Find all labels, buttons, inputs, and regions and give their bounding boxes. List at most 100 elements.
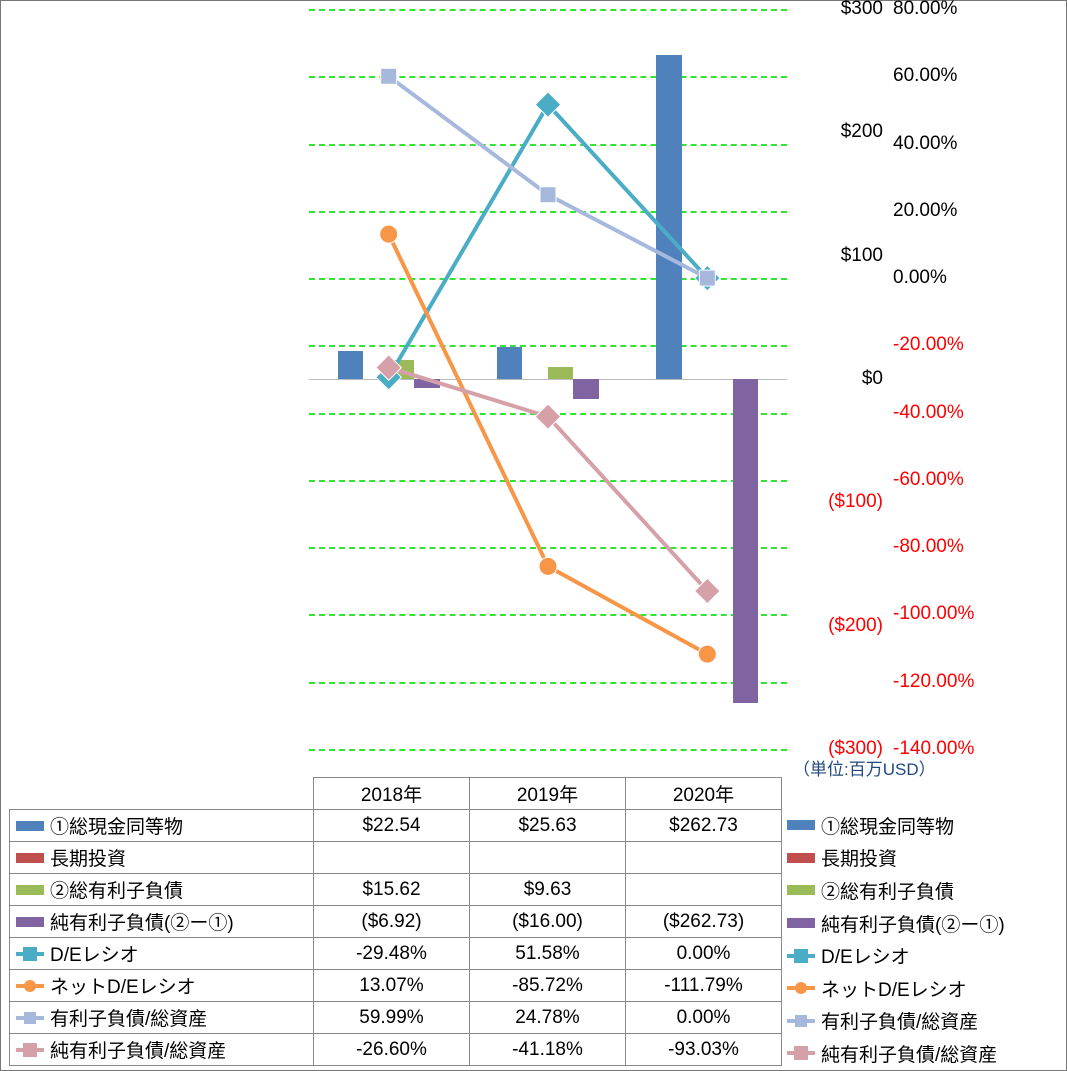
- cell: -29.48%: [314, 938, 470, 970]
- row-header-s3: ②総有利子負債: [10, 874, 314, 906]
- swatch-s5: [16, 952, 44, 956]
- series-label: ②総有利子負債: [50, 876, 183, 903]
- unit-label: （単位:百万USD）: [793, 755, 936, 780]
- series-label: ネットD/Eレシオ: [50, 972, 196, 999]
- table-row: ①総現金同等物$22.54$25.63$262.73: [10, 810, 782, 842]
- swatch-s8: [16, 1048, 44, 1052]
- grid-line: [309, 749, 787, 751]
- plot-area: ($300)($200)($100)$0$100$200$300 -140.00…: [9, 9, 1058, 777]
- cell: 24.78%: [470, 1002, 626, 1034]
- swatch-s8: [787, 1051, 815, 1055]
- cell: $15.62: [314, 874, 470, 906]
- legend-item-s6: ネットD/Eレシオ: [787, 972, 1061, 1005]
- y2-tick: -40.00%: [893, 402, 964, 424]
- legend-label: 純有利子負債(②ー①): [821, 910, 1005, 937]
- y2-tick: 0.00%: [893, 267, 947, 289]
- swatch-s2: [787, 853, 815, 863]
- swatch-s6: [16, 984, 44, 988]
- cell: -26.60%: [314, 1034, 470, 1066]
- swatch-s3: [16, 885, 44, 895]
- row-header-s1: ①総現金同等物: [10, 810, 314, 842]
- y1-tick: ($100): [828, 491, 883, 513]
- y2-tick: 80.00%: [893, 0, 957, 20]
- cell: $25.63: [470, 810, 626, 842]
- legend-label: ①総現金同等物: [821, 812, 954, 839]
- y1-tick: $100: [841, 245, 883, 267]
- cell: 59.99%: [314, 1002, 470, 1034]
- table-row: ネットD/Eレシオ13.07%-85.72%-111.79%: [10, 970, 782, 1002]
- swatch-s2: [16, 853, 44, 863]
- table-row: 長期投資: [10, 842, 782, 874]
- cell: [470, 842, 626, 874]
- series-label: 純有利子負債/総資産: [50, 1036, 226, 1063]
- cell: 51.58%: [470, 938, 626, 970]
- table-row: ②総有利子負債 $15.62$9.63: [10, 874, 782, 906]
- cell: [626, 842, 782, 874]
- legend-item-s2: 長期投資: [787, 842, 1061, 875]
- y1-tick: $200: [841, 121, 883, 143]
- legend-label: 長期投資: [821, 844, 897, 871]
- y2-tick: -20.00%: [893, 334, 964, 356]
- legend-label: 純有利子負債/総資産: [821, 1040, 997, 1067]
- series-label: 長期投資: [50, 844, 126, 871]
- table-row: 純有利子負債/総資産-26.60%-41.18%-93.03%: [10, 1034, 782, 1066]
- row-header-s2: 長期投資: [10, 842, 314, 874]
- table-col-header: 2019年: [470, 778, 626, 810]
- legend-item-s5: D/Eレシオ: [787, 939, 1061, 972]
- legend-item-s4: 純有利子負債(②ー①): [787, 907, 1061, 940]
- swatch-s4: [787, 918, 815, 928]
- cell: ($16.00): [470, 906, 626, 938]
- legend-label: ネットD/Eレシオ: [821, 975, 967, 1002]
- swatch-s7: [787, 1019, 815, 1023]
- data-table: 2018年2019年2020年①総現金同等物$22.54$25.63$262.7…: [9, 777, 782, 1066]
- swatch-s4: [16, 917, 44, 927]
- swatch-s3: [787, 885, 815, 895]
- cell: -93.03%: [626, 1034, 782, 1066]
- swatch-s5: [787, 954, 815, 958]
- cell: ($6.92): [314, 906, 470, 938]
- table-header-row: 2018年2019年2020年: [10, 778, 782, 810]
- y1-tick: ($200): [828, 615, 883, 637]
- cell: $9.63: [470, 874, 626, 906]
- legend-item-s7: 有利子負債/総資産: [787, 1005, 1061, 1038]
- cell: $22.54: [314, 810, 470, 842]
- secondary-y-axis: -140.00%-120.00%-100.00%-80.00%-60.00%-4…: [893, 9, 1003, 749]
- row-header-s7: 有利子負債/総資産: [10, 1002, 314, 1034]
- marker-s7: [540, 187, 556, 203]
- lines-svg: [309, 9, 787, 749]
- primary-y-axis: ($300)($200)($100)$0$100$200$300: [793, 9, 883, 749]
- legend-item-s3: ②総有利子負債: [787, 874, 1061, 907]
- y2-tick: -100.00%: [893, 603, 974, 625]
- row-header-s6: ネットD/Eレシオ: [10, 970, 314, 1002]
- y2-tick: -120.00%: [893, 671, 974, 693]
- y2-tick: 20.00%: [893, 200, 957, 222]
- row-header-s5: D/Eレシオ: [10, 938, 314, 970]
- table-col-header: 2020年: [626, 778, 782, 810]
- marker-s6: [539, 557, 557, 575]
- cell: 0.00%: [626, 1002, 782, 1034]
- table-corner: [10, 778, 314, 810]
- legend: ①総現金同等物長期投資 ②総有利子負債純有利子負債(②ー①) D/EレシオネットD/…: [787, 809, 1061, 1070]
- cell: 13.07%: [314, 970, 470, 1002]
- cell: ($262.73): [626, 906, 782, 938]
- marker-s6: [380, 225, 398, 243]
- plot-canvas: [309, 9, 787, 749]
- swatch-s6: [787, 986, 815, 990]
- marker-s7: [699, 270, 715, 286]
- table-col-header: 2018年: [314, 778, 470, 810]
- data-table-wrap: 2018年2019年2020年①総現金同等物$22.54$25.63$262.7…: [9, 777, 781, 1066]
- y2-tick: 60.00%: [893, 65, 957, 87]
- series-label: 純有利子負債(②ー①): [50, 908, 234, 935]
- legend-label: D/Eレシオ: [821, 942, 910, 969]
- legend-item-s8: 純有利子負債/総資産: [787, 1037, 1061, 1070]
- y2-tick: -60.00%: [893, 469, 964, 491]
- series-label: D/Eレシオ: [50, 940, 139, 967]
- cell: -85.72%: [470, 970, 626, 1002]
- legend-item-s1: ①総現金同等物: [787, 809, 1061, 842]
- table-row: 純有利子負債(②ー①) ($6.92)($16.00)($262.73): [10, 906, 782, 938]
- cell: [314, 842, 470, 874]
- cell: $262.73: [626, 810, 782, 842]
- marker-s7: [381, 68, 397, 84]
- table-row: D/Eレシオ-29.48%51.58%0.00%: [10, 938, 782, 970]
- swatch-s1: [16, 821, 44, 831]
